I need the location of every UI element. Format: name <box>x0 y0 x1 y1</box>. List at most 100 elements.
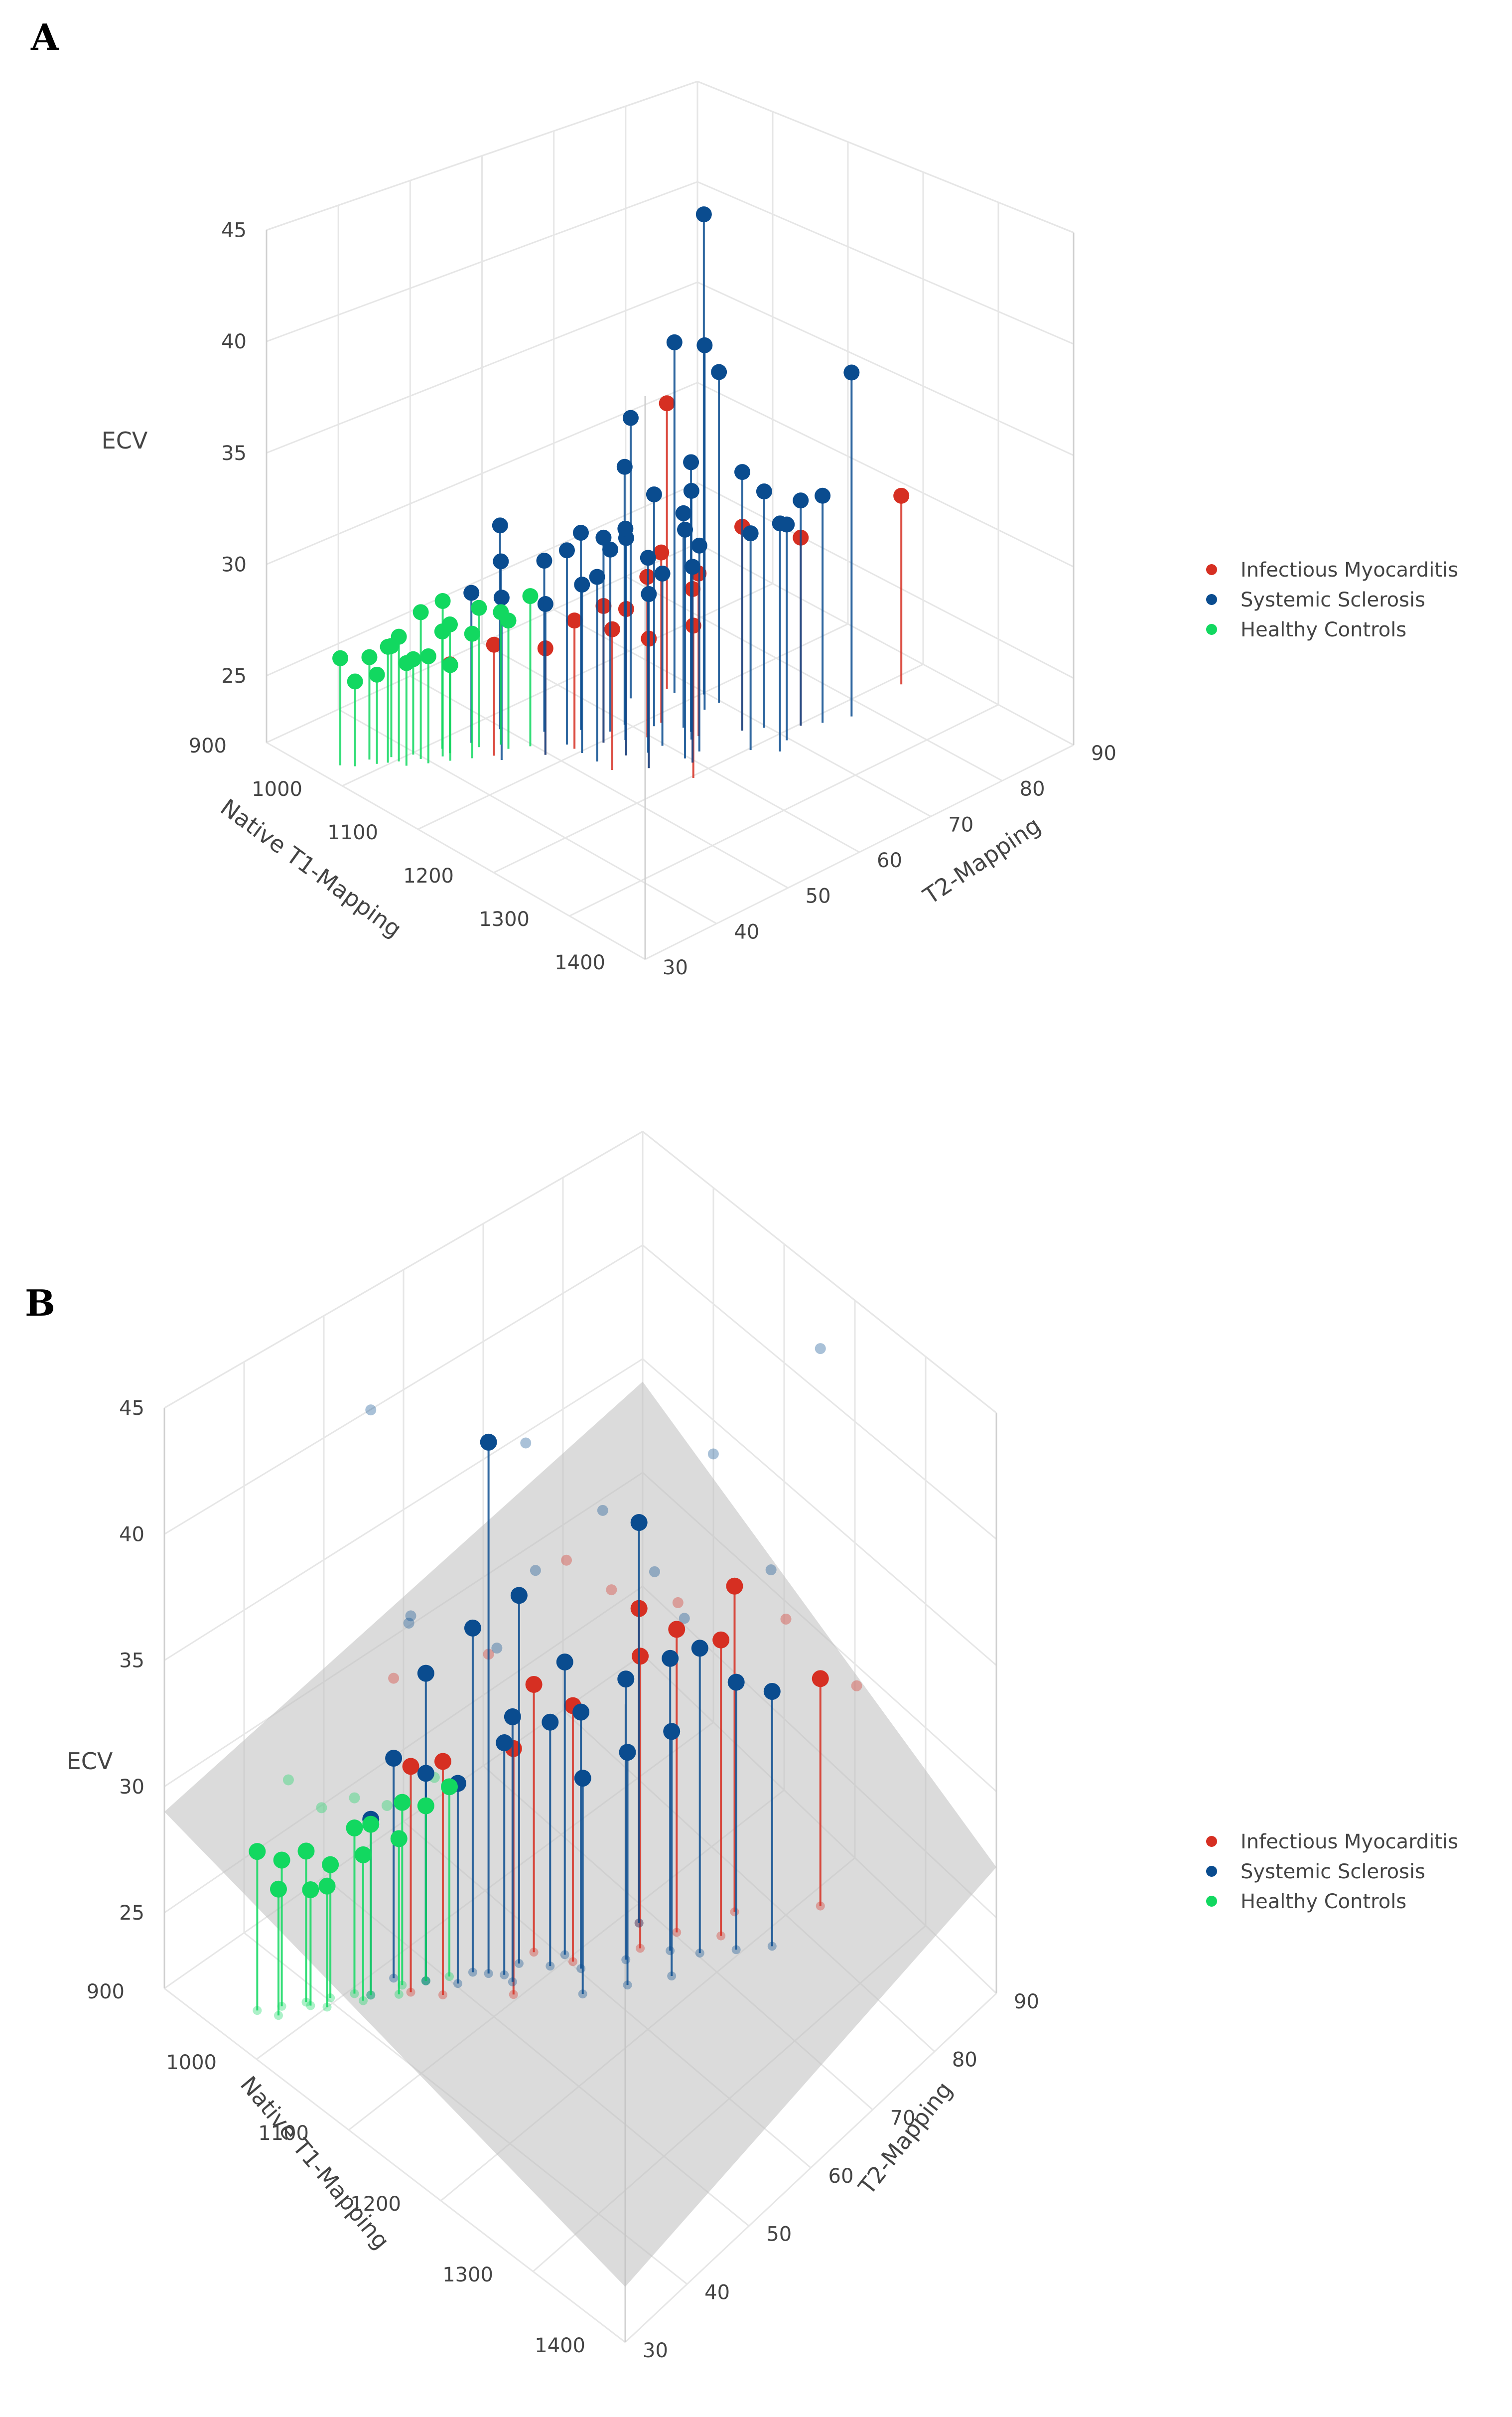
data-point-healthy-controls <box>273 1851 290 1869</box>
data-point-healthy-controls <box>442 616 458 633</box>
floor-gridline-t2 <box>697 542 1074 746</box>
data-point-systemic-sclerosis <box>630 1514 648 1531</box>
data-point-healthy-controls <box>398 655 414 671</box>
data-point-infectious-myocarditis <box>434 1753 451 1770</box>
data-point-systemic-sclerosis <box>622 410 639 426</box>
legend-marker-systemic-sclerosis <box>1206 1866 1217 1877</box>
data-point-healthy-controls <box>380 638 396 655</box>
data-point-healthy-controls <box>346 1819 363 1837</box>
legend-item-systemic-sclerosis[interactable]: Systemic Sclerosis <box>1206 589 1425 611</box>
t2-tick-label: 40 <box>734 920 759 943</box>
wall-gridline-ecv <box>164 1358 643 1661</box>
floor-shadow-systemic-sclerosis <box>731 1945 741 1955</box>
t2-tick-label: 80 <box>1020 778 1045 801</box>
data-point-infectious-myocarditis <box>668 1621 686 1638</box>
data-point-systemic-sclerosis <box>536 553 552 569</box>
data-point-systemic-sclerosis <box>695 206 712 223</box>
floor-shadow-systemic-sclerosis <box>508 1977 517 1986</box>
floor-shadow-healthy-controls <box>253 2006 262 2015</box>
t1-tick-label: 1300 <box>442 2264 493 2286</box>
data-point-systemic-sclerosis <box>572 1703 590 1721</box>
data-point-systemic-sclerosis <box>742 525 759 542</box>
floor-shadow-infectious-myocarditis <box>672 1928 682 1937</box>
data-point-systemic-sclerosis <box>417 1765 434 1782</box>
data-point-systemic-sclerosis <box>464 1619 481 1637</box>
wall-gridline-ecv <box>697 382 1074 568</box>
legend-item-infectious-myocarditis[interactable]: Infectious Myocarditis <box>1206 1830 1458 1853</box>
floor-shadow-infectious-myocarditis <box>816 1901 825 1911</box>
legend-item-healthy-controls[interactable]: Healthy Controls <box>1206 1890 1406 1913</box>
panel-a-marks <box>332 206 910 778</box>
data-point-healthy-controls <box>332 650 349 666</box>
ecv-tick-label: 35 <box>119 1650 144 1672</box>
legend-item-systemic-sclerosis[interactable]: Systemic Sclerosis <box>1206 1860 1425 1883</box>
data-point-systemic-sclerosis <box>683 454 699 470</box>
data-point-systemic-sclerosis <box>663 1723 681 1740</box>
floor-shadow-infectious-myocarditis <box>568 1957 577 1966</box>
data-point-healthy-controls <box>297 1842 315 1860</box>
data-point-systemic-sclerosis <box>666 334 683 350</box>
ecv-tick-label: 25 <box>119 1902 144 1925</box>
t2-tick-label: 60 <box>828 2165 854 2188</box>
floor-shadow-systemic-sclerosis <box>453 1979 462 1988</box>
t2-tick-label: 30 <box>663 956 688 979</box>
floor-shadow-infectious-myocarditis <box>636 1944 645 1953</box>
projected-point <box>282 1774 294 1786</box>
wall-gridline-ecv <box>266 482 698 677</box>
data-point-systemic-sclerosis <box>496 1734 513 1752</box>
data-point-healthy-controls <box>434 593 451 609</box>
legend-item-infectious-myocarditis[interactable]: Infectious Myocarditis <box>1206 559 1458 582</box>
ecv-tick-label: 45 <box>119 1397 144 1420</box>
ecv-tick-label: 30 <box>119 1776 144 1799</box>
floor-shadow-systemic-sclerosis <box>468 1967 477 1977</box>
panel-b-ticks: 900 1000 1100 1200 1300 1400 30 40 50 60 70 80 90 25 3… <box>87 1397 1039 2362</box>
floor-shadow-systemic-sclerosis <box>667 1971 677 1981</box>
floor-shadow-healthy-controls <box>277 2001 286 2011</box>
data-point-healthy-controls <box>417 1797 434 1814</box>
data-point-healthy-controls <box>322 1856 339 1873</box>
projected-point <box>403 1617 414 1629</box>
data-point-systemic-sclerosis <box>595 529 612 546</box>
t1-tick-label: 1000 <box>252 778 302 801</box>
data-point-infectious-myocarditis <box>893 487 910 504</box>
data-point-infectious-myocarditis <box>659 395 675 412</box>
data-point-infectious-myocarditis <box>402 1758 419 1775</box>
floor-gridline-t2 <box>266 742 646 960</box>
panel-a-grid <box>266 80 1075 960</box>
panel-b-legend: Infectious Myocarditis Systemic Sclerosi… <box>1206 1830 1458 1913</box>
floor-shadow-systemic-sclerosis <box>621 1955 631 1964</box>
projected-point <box>707 1448 719 1460</box>
legend-item-healthy-controls[interactable]: Healthy Controls <box>1206 618 1406 641</box>
floor-shadow-systemic-sclerosis <box>546 1962 555 1971</box>
data-point-systemic-sclerosis <box>602 541 619 558</box>
data-point-systemic-sclerosis <box>654 565 671 582</box>
panel-a-x-axis-title: Native T1-Mapping <box>216 793 407 942</box>
data-point-systemic-sclerosis <box>463 585 480 601</box>
floor-shadow-infectious-myocarditis <box>716 1931 726 1941</box>
data-point-systemic-sclerosis <box>662 1650 679 1667</box>
t2-tick-label: 80 <box>952 2049 977 2072</box>
t2-tick-label: 70 <box>890 2107 916 2129</box>
data-point-healthy-controls <box>412 604 429 620</box>
floor-shadow-healthy-controls <box>274 2011 283 2020</box>
data-point-systemic-sclerosis <box>480 1433 497 1451</box>
projected-point <box>679 1613 690 1624</box>
panel-a-chart: A 900 1000 1100 1200 1300 1400 30 40 50 60 70 80 90 2… <box>30 16 1458 979</box>
legend-label-infectious-myocarditis: Infectious Myocarditis <box>1240 1830 1458 1853</box>
data-point-healthy-controls <box>361 649 378 665</box>
data-point-systemic-sclerosis <box>734 464 750 480</box>
ecv-tick-label: 45 <box>221 219 247 242</box>
projected-point <box>381 1800 393 1811</box>
projected-point <box>765 1564 777 1576</box>
t2-tick-label: 70 <box>948 813 973 836</box>
wall-gridline-ecv <box>266 281 698 454</box>
data-point-healthy-controls <box>464 625 480 642</box>
data-point-infectious-myocarditis <box>726 1577 743 1595</box>
wall-gridline-ecv <box>164 1244 643 1535</box>
t1-tick-label: 1300 <box>479 908 530 931</box>
legend-label-systemic-sclerosis: Systemic Sclerosis <box>1240 1860 1425 1883</box>
data-point-systemic-sclerosis <box>683 483 699 499</box>
floor-shadow-systemic-sclerosis <box>695 1949 704 1958</box>
t2-tick-label: 90 <box>1014 1990 1039 2013</box>
